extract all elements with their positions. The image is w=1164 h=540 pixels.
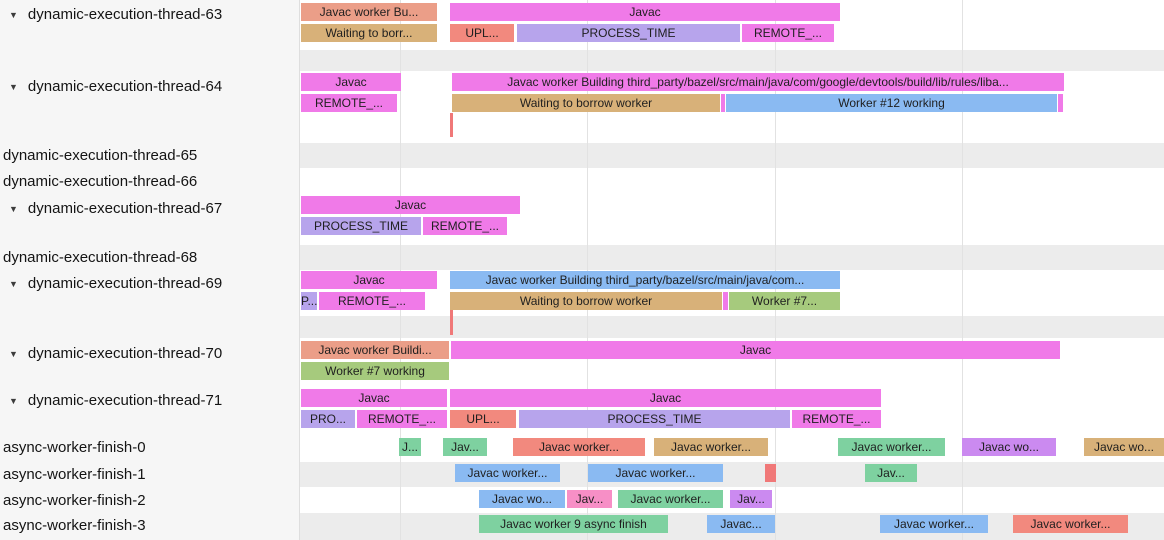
trace-slice[interactable]: UPL... (450, 410, 516, 428)
flow-event-tick (450, 113, 453, 137)
thread-track-label[interactable]: ▼ dynamic-execution-thread-64 (0, 77, 299, 96)
track-background-strip (300, 143, 1164, 168)
trace-slice[interactable]: Javac (301, 73, 401, 91)
trace-slice[interactable]: Javac (301, 271, 437, 289)
thread-name-text: async-worker-finish-0 (3, 439, 146, 456)
thread-name-text: dynamic-execution-thread-65 (3, 147, 198, 164)
trace-slice[interactable]: Javac (301, 196, 520, 214)
time-gridline (962, 0, 963, 540)
thread-name-text: dynamic-execution-thread-69 (27, 275, 223, 292)
flow-event-tick (450, 310, 453, 335)
trace-slice[interactable] (721, 94, 725, 112)
trace-slice[interactable]: REMOTE_... (301, 94, 397, 112)
trace-slice[interactable]: Javac (450, 3, 840, 21)
thread-track-label[interactable]: ▼ dynamic-execution-thread-69 (0, 274, 299, 293)
trace-slice[interactable]: Javac worker... (618, 490, 723, 508)
trace-slice[interactable]: Worker #12 working (726, 94, 1057, 112)
trace-slice[interactable]: Javac worker Building third_party/bazel/… (452, 73, 1064, 91)
trace-slice[interactable]: UPL... (450, 24, 514, 42)
thread-track-label[interactable]: async-worker-finish-2 (0, 491, 302, 510)
trace-slice[interactable]: Javac worker... (455, 464, 560, 482)
thread-name-text: async-worker-finish-3 (3, 517, 146, 534)
trace-slice[interactable]: Waiting to borr... (301, 24, 437, 42)
thread-name-text: dynamic-execution-thread-71 (27, 392, 223, 409)
collapse-triangle-icon[interactable]: ▼ (9, 9, 18, 20)
thread-track-label[interactable]: ▼ dynamic-execution-thread-67 (0, 199, 299, 218)
trace-slice[interactable]: Javac (450, 389, 881, 407)
trace-slice[interactable]: Javac wo... (479, 490, 565, 508)
thread-track-label[interactable]: dynamic-execution-thread-66 (0, 172, 302, 191)
trace-slice[interactable]: Jav... (730, 490, 772, 508)
trace-slice[interactable]: Javac wo... (1084, 438, 1164, 456)
time-gridline (400, 0, 401, 540)
trace-slice[interactable] (723, 292, 728, 310)
time-gridline (587, 0, 588, 540)
track-background-strip (300, 50, 1164, 71)
thread-name-text: dynamic-execution-thread-63 (27, 6, 223, 23)
thread-track-label[interactable]: ▼ dynamic-execution-thread-71 (0, 391, 299, 410)
trace-slice[interactable]: PROCESS_TIME (517, 24, 740, 42)
trace-slice[interactable]: REMOTE_... (742, 24, 834, 42)
trace-slice[interactable]: P... (301, 292, 317, 310)
trace-slice[interactable]: Worker #7... (729, 292, 840, 310)
trace-slice[interactable]: Javac worker... (838, 438, 945, 456)
trace-slice[interactable]: PRO... (301, 410, 355, 428)
trace-slice[interactable]: Javac (451, 341, 1060, 359)
collapse-triangle-icon[interactable]: ▼ (9, 395, 18, 406)
trace-slice[interactable]: Javac worker Building third_party/bazel/… (450, 271, 840, 289)
trace-slice[interactable]: Jav... (865, 464, 917, 482)
thread-track-label[interactable]: async-worker-finish-3 (0, 516, 302, 535)
collapse-triangle-icon[interactable]: ▼ (9, 278, 18, 289)
trace-slice[interactable]: REMOTE_... (319, 292, 425, 310)
collapse-triangle-icon[interactable]: ▼ (9, 203, 18, 214)
track-background-strip (300, 316, 1164, 338)
trace-slice[interactable]: Javac worker... (513, 438, 645, 456)
trace-slice[interactable]: Javac wo... (962, 438, 1056, 456)
collapse-triangle-icon[interactable]: ▼ (9, 348, 18, 359)
thread-name-text: async-worker-finish-2 (3, 492, 146, 509)
trace-slice[interactable]: REMOTE_... (423, 217, 507, 235)
thread-track-label[interactable]: dynamic-execution-thread-65 (0, 146, 302, 165)
trace-slice[interactable]: Waiting to borrow worker (452, 94, 720, 112)
thread-name-text: dynamic-execution-thread-68 (3, 249, 198, 266)
trace-slice[interactable] (765, 464, 776, 482)
trace-slice[interactable]: Javac worker Buildi... (301, 341, 449, 359)
trace-slice[interactable]: PROCESS_TIME (519, 410, 790, 428)
time-gridline (775, 0, 776, 540)
thread-track-label[interactable]: async-worker-finish-0 (0, 438, 302, 457)
trace-slice[interactable]: Jav... (443, 438, 487, 456)
thread-name-text: async-worker-finish-1 (3, 466, 146, 483)
thread-name-text: dynamic-execution-thread-66 (3, 173, 198, 190)
thread-track-label[interactable]: async-worker-finish-1 (0, 465, 302, 484)
trace-slice[interactable]: PROCESS_TIME (301, 217, 421, 235)
trace-slice[interactable]: Javac worker Bu... (301, 3, 437, 21)
trace-slice[interactable] (1058, 94, 1063, 112)
trace-slice[interactable]: J... (399, 438, 421, 456)
track-background-strip (300, 462, 1164, 487)
thread-track-label[interactable]: ▼ dynamic-execution-thread-70 (0, 344, 299, 363)
trace-slice[interactable]: Javac worker 9 async finish (479, 515, 668, 533)
trace-slice[interactable]: Javac (301, 389, 447, 407)
trace-slice[interactable]: Jav... (567, 490, 612, 508)
trace-slice[interactable]: Javac worker... (654, 438, 768, 456)
thread-name-text: dynamic-execution-thread-64 (27, 78, 223, 95)
trace-slice[interactable]: Worker #7 working (301, 362, 449, 380)
thread-list-sidebar: ▼ dynamic-execution-thread-63 ▼ dynamic-exe… (0, 0, 300, 540)
thread-track-label[interactable]: ▼ dynamic-execution-thread-63 (0, 5, 299, 24)
trace-slice[interactable]: Javac worker... (1013, 515, 1128, 533)
thread-name-text: dynamic-execution-thread-70 (27, 345, 223, 362)
thread-name-text: dynamic-execution-thread-67 (27, 200, 223, 217)
trace-slice[interactable]: REMOTE_... (792, 410, 881, 428)
trace-slice[interactable]: REMOTE_... (357, 410, 447, 428)
trace-slice[interactable]: Javac worker... (588, 464, 723, 482)
track-background-strip (300, 245, 1164, 270)
thread-track-label[interactable]: dynamic-execution-thread-68 (0, 248, 302, 267)
collapse-triangle-icon[interactable]: ▼ (9, 81, 18, 92)
trace-slice[interactable]: Javac worker... (880, 515, 988, 533)
trace-slice[interactable]: Javac... (707, 515, 775, 533)
trace-slice[interactable]: Waiting to borrow worker (450, 292, 722, 310)
